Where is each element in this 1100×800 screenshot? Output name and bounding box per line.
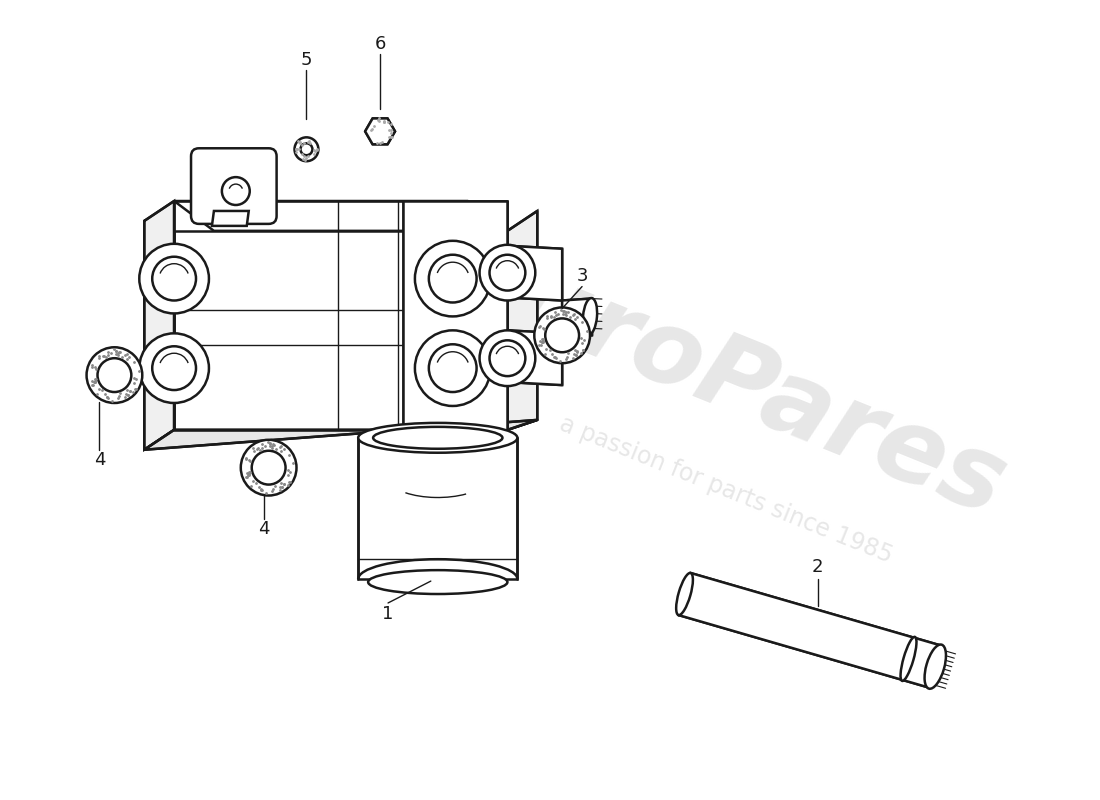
Text: 2: 2	[812, 558, 824, 576]
Circle shape	[140, 334, 209, 403]
Circle shape	[87, 347, 142, 403]
Circle shape	[546, 318, 579, 352]
Polygon shape	[359, 438, 517, 579]
Circle shape	[152, 257, 196, 301]
Polygon shape	[174, 201, 507, 231]
Polygon shape	[507, 246, 562, 301]
Polygon shape	[403, 201, 507, 430]
Circle shape	[372, 123, 388, 139]
Text: 4: 4	[94, 450, 106, 469]
Text: 6: 6	[374, 35, 386, 53]
Circle shape	[222, 177, 250, 205]
Circle shape	[152, 346, 196, 390]
Circle shape	[252, 450, 286, 485]
Polygon shape	[507, 211, 537, 430]
Text: a passion for parts since 1985: a passion for parts since 1985	[557, 411, 896, 567]
Ellipse shape	[676, 573, 693, 615]
Circle shape	[295, 138, 318, 162]
FancyBboxPatch shape	[191, 148, 276, 224]
Ellipse shape	[373, 427, 503, 449]
Polygon shape	[144, 201, 174, 450]
Text: 5: 5	[300, 50, 312, 69]
Circle shape	[490, 340, 526, 376]
Polygon shape	[507, 330, 562, 385]
Polygon shape	[562, 298, 592, 338]
Text: 1: 1	[383, 605, 394, 623]
Circle shape	[429, 254, 476, 302]
Circle shape	[300, 143, 312, 155]
Ellipse shape	[583, 298, 597, 334]
Circle shape	[480, 330, 536, 386]
Circle shape	[415, 330, 491, 406]
Text: euroPares: euroPares	[433, 222, 1020, 538]
Ellipse shape	[368, 570, 507, 594]
Polygon shape	[679, 573, 942, 688]
Ellipse shape	[901, 637, 916, 681]
Polygon shape	[144, 420, 537, 450]
Circle shape	[535, 307, 590, 363]
Circle shape	[429, 344, 476, 392]
Circle shape	[415, 241, 491, 317]
Circle shape	[140, 244, 209, 314]
Text: 4: 4	[257, 520, 270, 538]
Circle shape	[241, 440, 297, 495]
Ellipse shape	[925, 645, 946, 689]
Circle shape	[490, 254, 526, 290]
Polygon shape	[212, 211, 249, 226]
Circle shape	[98, 358, 131, 392]
Circle shape	[480, 245, 536, 301]
Ellipse shape	[359, 423, 517, 453]
Polygon shape	[174, 231, 507, 430]
Polygon shape	[365, 118, 395, 144]
Text: 3: 3	[576, 266, 587, 285]
